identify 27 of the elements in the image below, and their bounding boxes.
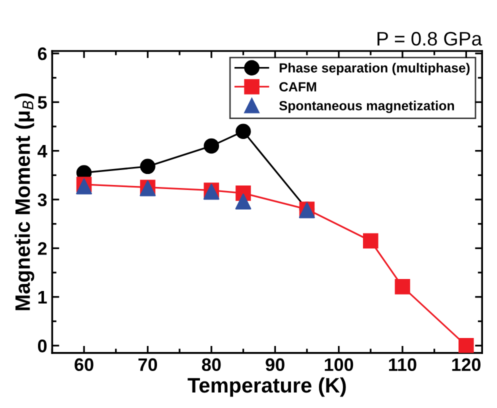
x-tick-label: 110 xyxy=(389,358,416,372)
legend-label: Phase separation (multiphase) xyxy=(280,62,470,76)
x-axis-title: Temperature (K) xyxy=(188,377,346,397)
point xyxy=(394,279,410,294)
y-tick-label: 1 xyxy=(38,291,47,304)
point xyxy=(362,233,378,249)
text: P = 0.8 GPa xyxy=(378,32,482,46)
x-tick-label: 120 xyxy=(452,358,480,372)
legend-label: Spontaneous magnetization xyxy=(279,100,454,114)
x-tick-label: 60 xyxy=(74,358,94,372)
x-tick-label: 90 xyxy=(266,358,284,372)
y-tick-label: 5 xyxy=(38,96,47,109)
legend-label: CAFM xyxy=(279,82,316,92)
x-tick-label: 70 xyxy=(138,358,158,372)
y-tick-label: 2 xyxy=(38,242,47,255)
y-tick-label: 3 xyxy=(38,193,47,206)
point xyxy=(235,193,252,210)
point xyxy=(458,338,474,353)
y-tick-label: 0 xyxy=(38,340,47,352)
point xyxy=(140,158,156,174)
x-tick-label: 100 xyxy=(324,358,354,372)
y-tick-label: 6 xyxy=(38,47,47,60)
y-axis-title: Magnetic Moment (μ$_{B}$) xyxy=(14,93,34,310)
point xyxy=(204,138,220,154)
x-tick-label: 80 xyxy=(202,358,221,372)
y-tick-label: 4 xyxy=(38,144,48,158)
point xyxy=(236,124,251,139)
